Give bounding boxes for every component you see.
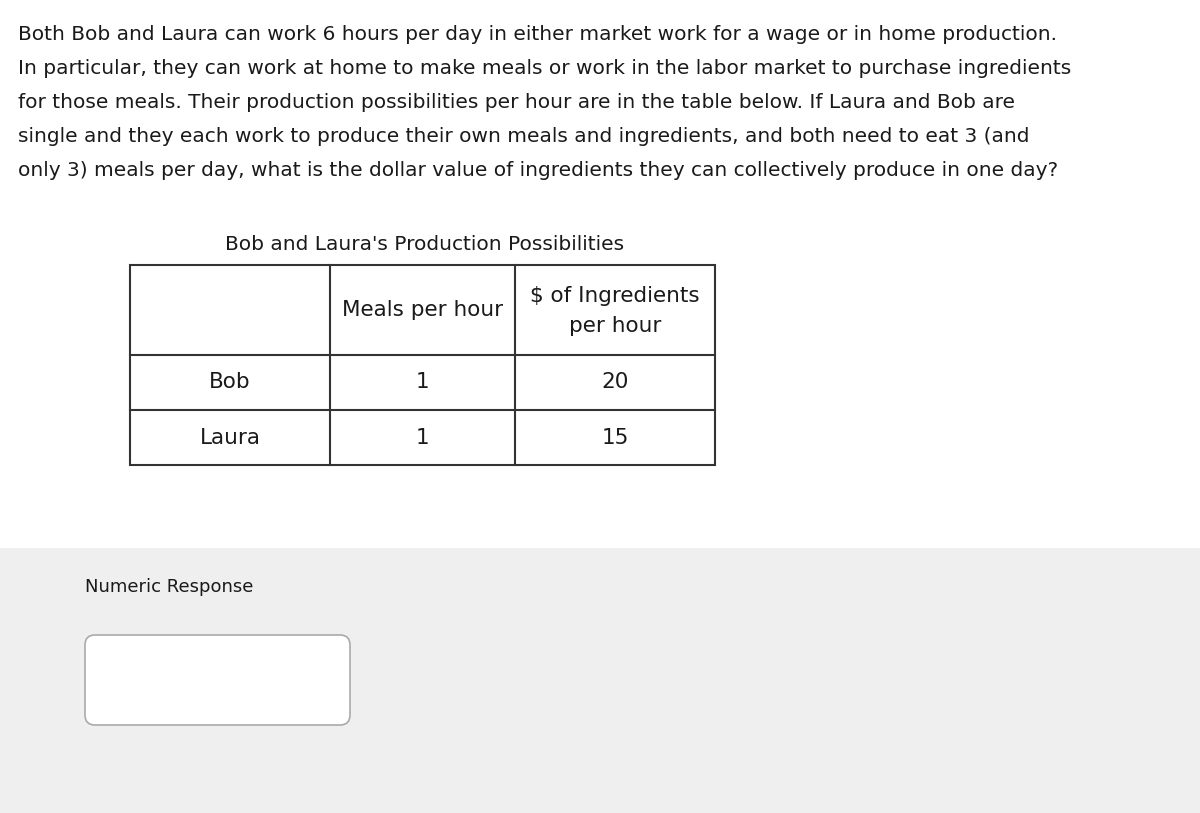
Text: 15: 15 xyxy=(601,428,629,447)
Text: Laura: Laura xyxy=(199,428,260,447)
Text: Bob and Laura's Production Possibilities: Bob and Laura's Production Possibilities xyxy=(226,235,624,254)
Text: single and they each work to produce their own meals and ingredients, and both n: single and they each work to produce the… xyxy=(18,128,1030,146)
Text: only 3) meals per day, what is the dollar value of ingredients they can collecti: only 3) meals per day, what is the dolla… xyxy=(18,162,1058,180)
Bar xyxy=(130,265,715,465)
Text: Numeric Response: Numeric Response xyxy=(85,578,253,596)
Text: Both Bob and Laura can work 6 hours per day in either market work for a wage or : Both Bob and Laura can work 6 hours per … xyxy=(18,25,1057,45)
Text: per hour: per hour xyxy=(569,316,661,337)
Bar xyxy=(130,265,715,465)
Text: $ of Ingredients: $ of Ingredients xyxy=(530,286,700,307)
Text: Meals per hour: Meals per hour xyxy=(342,300,503,320)
Text: 20: 20 xyxy=(601,372,629,393)
Text: 1: 1 xyxy=(415,372,430,393)
Bar xyxy=(0,548,1200,813)
FancyBboxPatch shape xyxy=(85,635,350,725)
Text: for those meals. Their production possibilities per hour are in the table below.: for those meals. Their production possib… xyxy=(18,93,1015,112)
Text: 1: 1 xyxy=(415,428,430,447)
Text: Bob: Bob xyxy=(209,372,251,393)
Text: In particular, they can work at home to make meals or work in the labor market t: In particular, they can work at home to … xyxy=(18,59,1072,79)
